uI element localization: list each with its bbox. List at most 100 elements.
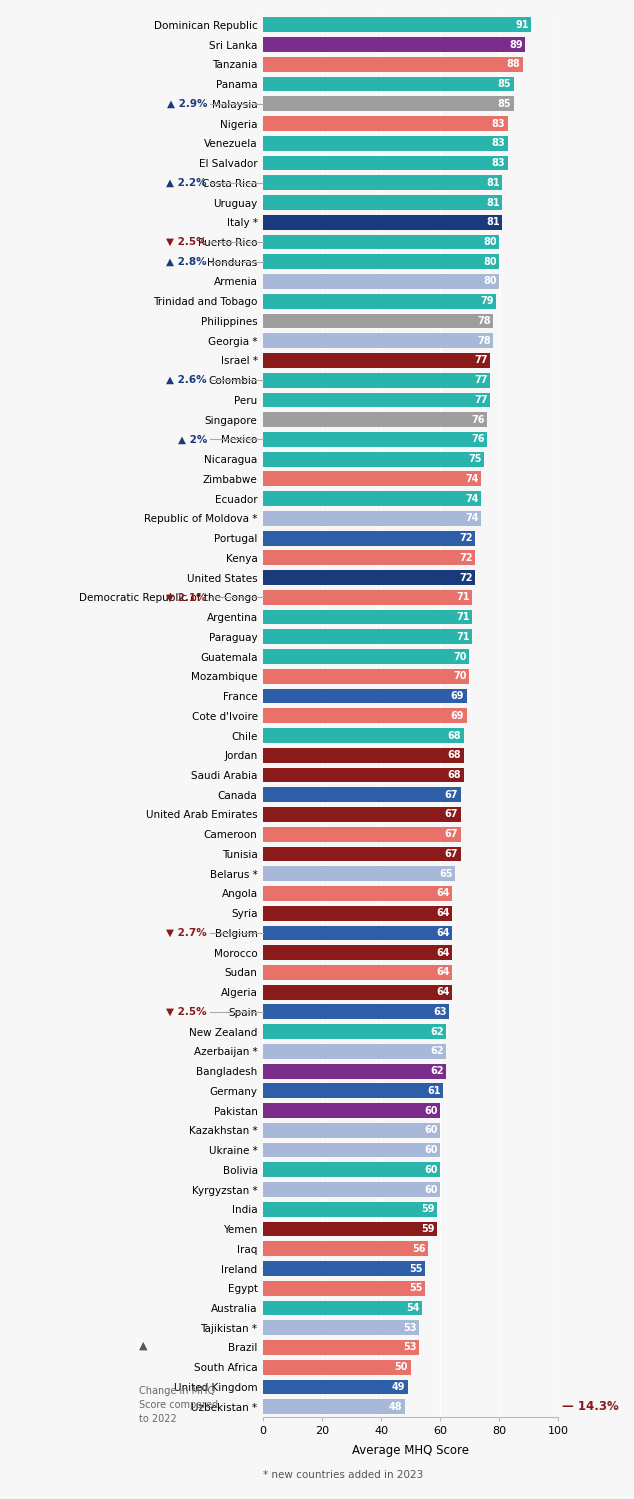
Text: ▼ 2.1%: ▼ 2.1% bbox=[167, 592, 207, 603]
Text: — 14.3%: — 14.3% bbox=[562, 1400, 619, 1414]
Bar bbox=[263, 1321, 419, 1336]
Bar bbox=[263, 333, 493, 348]
Bar bbox=[263, 37, 526, 52]
Text: 60: 60 bbox=[424, 1126, 437, 1135]
Bar bbox=[263, 1301, 422, 1316]
Bar bbox=[263, 847, 461, 862]
Bar bbox=[263, 294, 496, 309]
Text: 62: 62 bbox=[430, 1066, 444, 1076]
Text: 83: 83 bbox=[492, 157, 505, 168]
Text: 77: 77 bbox=[474, 394, 488, 405]
Text: 63: 63 bbox=[433, 1007, 446, 1016]
Bar bbox=[263, 451, 484, 466]
Bar bbox=[263, 787, 461, 802]
Text: 49: 49 bbox=[392, 1382, 405, 1393]
Bar bbox=[263, 1064, 446, 1078]
Bar bbox=[263, 76, 514, 91]
Text: 62: 62 bbox=[430, 1027, 444, 1037]
Text: 64: 64 bbox=[436, 908, 450, 919]
Text: 80: 80 bbox=[483, 237, 496, 247]
Bar bbox=[263, 1142, 440, 1157]
Bar bbox=[263, 688, 467, 703]
Bar bbox=[263, 866, 455, 881]
Text: 74: 74 bbox=[465, 474, 479, 484]
Text: ▼ 2.5%: ▼ 2.5% bbox=[167, 1007, 207, 1016]
Text: 79: 79 bbox=[480, 297, 494, 306]
Bar bbox=[263, 1399, 404, 1414]
Bar bbox=[263, 1202, 437, 1217]
Bar bbox=[263, 57, 522, 72]
Text: 70: 70 bbox=[453, 652, 467, 661]
Text: 60: 60 bbox=[424, 1184, 437, 1195]
Text: 62: 62 bbox=[430, 1046, 444, 1057]
Text: 60: 60 bbox=[424, 1145, 437, 1156]
Text: 81: 81 bbox=[486, 217, 500, 228]
Text: 72: 72 bbox=[460, 534, 473, 543]
Bar bbox=[263, 925, 452, 940]
Text: ▼ 2.5%: ▼ 2.5% bbox=[167, 237, 207, 247]
X-axis label: Average MHQ Score: Average MHQ Score bbox=[352, 1444, 469, 1457]
Text: 81: 81 bbox=[486, 178, 500, 187]
Text: 55: 55 bbox=[410, 1264, 423, 1274]
Text: 64: 64 bbox=[436, 967, 450, 977]
Bar bbox=[263, 1222, 437, 1237]
Bar bbox=[263, 709, 467, 723]
Bar bbox=[263, 806, 461, 821]
Text: 74: 74 bbox=[465, 493, 479, 504]
Text: ▲ 2.9%: ▲ 2.9% bbox=[167, 99, 207, 109]
Bar bbox=[263, 274, 499, 289]
Text: 60: 60 bbox=[424, 1106, 437, 1115]
Text: 77: 77 bbox=[474, 375, 488, 385]
Bar bbox=[263, 1280, 425, 1295]
Bar bbox=[263, 373, 490, 388]
Bar bbox=[263, 472, 481, 486]
Bar bbox=[263, 1379, 408, 1394]
Bar bbox=[263, 946, 452, 959]
Bar bbox=[263, 195, 502, 210]
Text: 77: 77 bbox=[474, 355, 488, 366]
Text: 59: 59 bbox=[421, 1204, 435, 1214]
Text: 75: 75 bbox=[469, 454, 482, 465]
Text: 64: 64 bbox=[436, 928, 450, 938]
Text: 76: 76 bbox=[471, 435, 485, 444]
Text: 71: 71 bbox=[456, 612, 470, 622]
Text: 78: 78 bbox=[477, 316, 491, 325]
Text: 67: 67 bbox=[445, 848, 458, 859]
Bar bbox=[263, 1360, 411, 1375]
Text: 69: 69 bbox=[451, 691, 464, 702]
Text: 70: 70 bbox=[453, 672, 467, 681]
Text: 89: 89 bbox=[510, 39, 523, 49]
Bar bbox=[263, 115, 508, 130]
Text: 88: 88 bbox=[507, 60, 520, 69]
Text: 64: 64 bbox=[436, 947, 450, 958]
Text: Change in MHQ
Score compared
to 2022: Change in MHQ Score compared to 2022 bbox=[139, 1385, 219, 1424]
Text: ▲: ▲ bbox=[139, 1340, 148, 1351]
Text: 81: 81 bbox=[486, 198, 500, 207]
Text: 64: 64 bbox=[436, 889, 450, 898]
Bar bbox=[263, 767, 463, 782]
Bar bbox=[263, 1261, 425, 1276]
Text: 71: 71 bbox=[456, 631, 470, 642]
Text: 80: 80 bbox=[483, 276, 496, 286]
Text: 68: 68 bbox=[448, 730, 461, 741]
Text: ▲ 2.8%: ▲ 2.8% bbox=[167, 256, 207, 267]
Bar bbox=[263, 96, 514, 111]
Bar bbox=[263, 985, 452, 1000]
Text: 55: 55 bbox=[410, 1283, 423, 1294]
Bar bbox=[263, 591, 472, 604]
Text: 53: 53 bbox=[403, 1343, 417, 1352]
Text: 72: 72 bbox=[460, 573, 473, 583]
Bar bbox=[263, 156, 508, 171]
Text: 76: 76 bbox=[471, 415, 485, 424]
Text: ▲ 2.2%: ▲ 2.2% bbox=[167, 178, 207, 187]
Bar bbox=[263, 1241, 428, 1256]
Bar bbox=[263, 1103, 440, 1118]
Text: 59: 59 bbox=[421, 1225, 435, 1234]
Text: * new countries added in 2023: * new countries added in 2023 bbox=[263, 1471, 424, 1480]
Text: ▲ 2.6%: ▲ 2.6% bbox=[167, 375, 207, 385]
Bar bbox=[263, 905, 452, 920]
Bar bbox=[263, 175, 502, 190]
Text: 72: 72 bbox=[460, 553, 473, 562]
Bar bbox=[263, 255, 499, 270]
Bar bbox=[263, 550, 476, 565]
